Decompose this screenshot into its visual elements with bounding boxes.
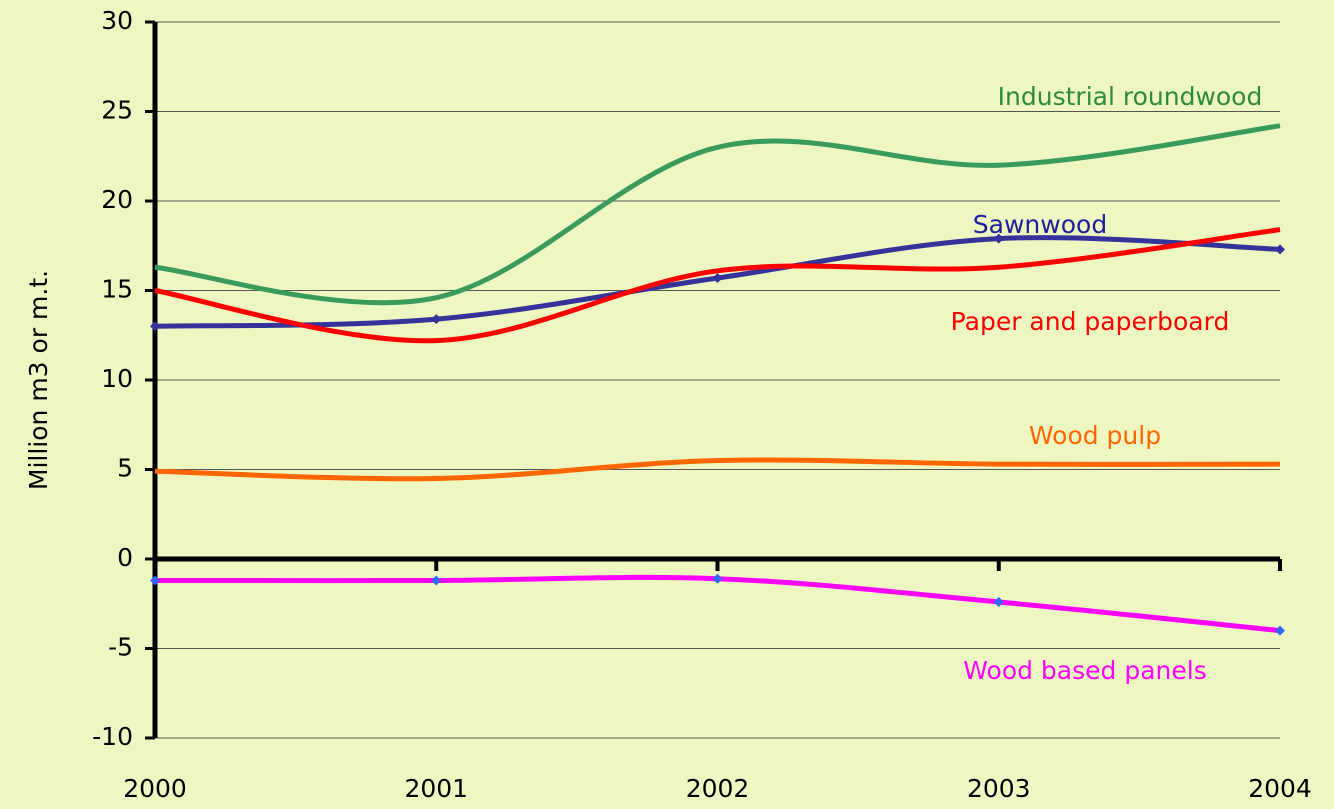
marker	[712, 573, 723, 584]
marker	[1275, 244, 1285, 255]
y-tick-label: 5	[117, 454, 133, 483]
series-label: Industrial roundwood	[998, 82, 1263, 111]
marker	[150, 321, 160, 332]
series-line	[154, 227, 1281, 344]
marker	[150, 575, 160, 586]
marker	[1275, 625, 1285, 636]
x-tick-label: 2003	[967, 774, 1031, 803]
y-tick-label: 0	[117, 543, 133, 572]
marker	[993, 596, 1004, 607]
marker	[431, 314, 442, 325]
series-line	[154, 457, 1281, 482]
marker	[431, 575, 442, 586]
x-tick-label: 2000	[123, 774, 187, 803]
series-label: Wood based panels	[963, 656, 1206, 685]
series-line	[154, 123, 1281, 306]
y-tick-label: 15	[101, 275, 133, 304]
y-tick-label: 25	[101, 96, 133, 125]
x-tick-label: 2004	[1248, 774, 1312, 803]
series-line	[154, 574, 1281, 634]
y-tick-label: 10	[101, 364, 133, 393]
marker	[993, 233, 1004, 244]
y-tick-label: 30	[101, 6, 133, 35]
series-label: Wood pulp	[1029, 421, 1161, 450]
x-tick-label: 2001	[404, 774, 468, 803]
marker	[712, 272, 723, 283]
y-tick-label: -10	[92, 722, 133, 751]
series-label: Paper and paperboard	[951, 307, 1230, 336]
x-tick-label: 2002	[686, 774, 750, 803]
y-axis-title: Million m3 or m.t.	[24, 270, 53, 490]
series-label: Sawnwood	[973, 210, 1107, 239]
y-tick-label: -5	[108, 633, 133, 662]
y-tick-label: 20	[101, 185, 133, 214]
